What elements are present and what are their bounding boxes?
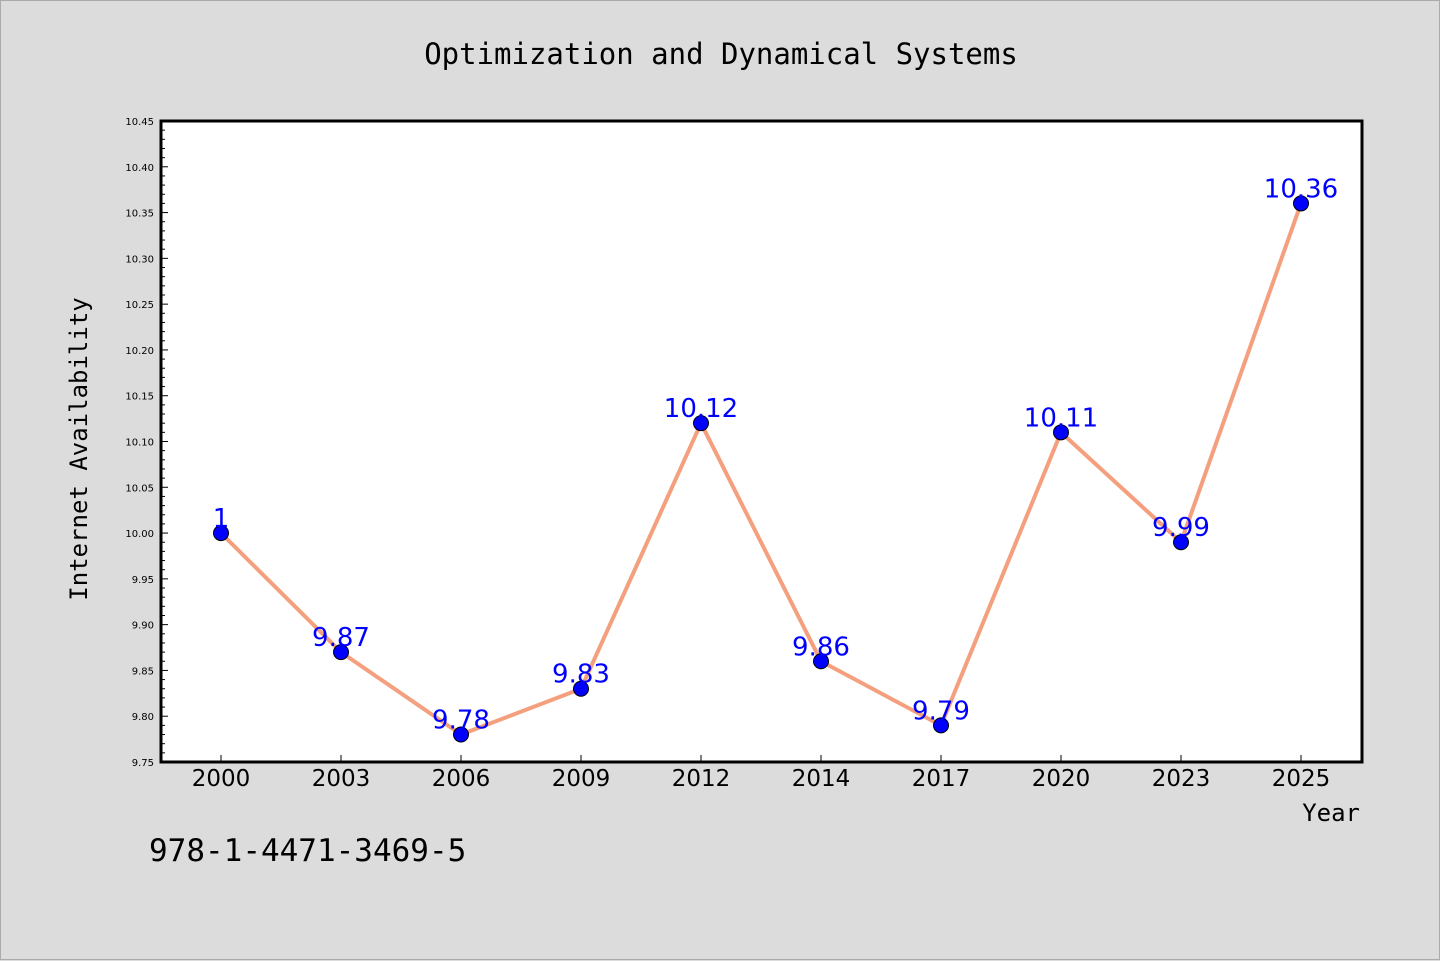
series-polyline — [219, 202, 1303, 737]
data-label: 9.79 — [912, 696, 970, 726]
data-label: 10.12 — [664, 394, 738, 424]
data-point — [573, 680, 589, 697]
y-tick-label: 9.90 — [132, 621, 154, 632]
data-label: 9.83 — [552, 660, 610, 690]
y-tick-label: 10.35 — [125, 209, 154, 220]
x-tick-label: 2017 — [912, 766, 971, 792]
chart-title: Optimization and Dynamical Systems — [424, 37, 1018, 71]
data-label: 1 — [213, 504, 230, 534]
x-tick-label: 2014 — [792, 766, 851, 792]
y-tick-label: 9.95 — [132, 575, 154, 586]
data-point — [693, 415, 709, 432]
y-tick-label: 10.30 — [125, 254, 154, 265]
data-point — [213, 525, 229, 542]
y-tick-label: 10.25 — [125, 300, 154, 311]
x-tick-label: 2003 — [312, 766, 371, 792]
data-label: 10.36 — [1264, 174, 1338, 204]
y-tick-label: 10.00 — [125, 529, 154, 540]
y-tick-label: 10.20 — [125, 346, 154, 357]
data-point — [1293, 195, 1309, 212]
x-tick-label: 2025 — [1272, 766, 1331, 792]
x-tick-label: 2009 — [552, 766, 611, 792]
data-point — [1173, 534, 1189, 551]
data-label: 10.11 — [1024, 403, 1098, 433]
y-tick-label: 10.40 — [125, 163, 154, 174]
data-point — [813, 653, 829, 670]
data-label: 9.99 — [1152, 513, 1210, 543]
y-tick-label: 10.45 — [125, 117, 154, 128]
x-axis: 2000 2003 2006 2009 2012 2014 2017 2020 2023 2025 — [192, 755, 1331, 792]
x-tick-label: 2023 — [1152, 766, 1211, 792]
data-label: 9.78 — [432, 706, 490, 736]
data-point — [933, 717, 949, 734]
data-label: 9.86 — [792, 632, 850, 662]
y-tick-label: 10.15 — [125, 392, 154, 403]
plot-area — [159, 119, 1364, 764]
y-tick-label: 10.05 — [125, 483, 154, 494]
isbn-caption: 978-1-4471-3469-5 — [149, 833, 467, 869]
x-axis-title: Year — [1302, 799, 1360, 827]
series-line — [219, 202, 1303, 737]
x-tick-label: 2000 — [192, 766, 251, 792]
data-labels: 1 9.87 9.78 9.83 10.12 9.86 9.79 10.11 9.99 10.36 — [213, 174, 1338, 735]
data-point — [333, 644, 349, 661]
y-tick-label: 9.75 — [132, 758, 154, 769]
x-tick-label: 2006 — [432, 766, 491, 792]
y-tick-label: 9.80 — [132, 712, 154, 723]
series-markers — [213, 195, 1309, 743]
x-tick-label: 2020 — [1032, 766, 1091, 792]
y-tick-label: 10.10 — [125, 438, 154, 449]
y-axis: 9.75 9.80 9.85 9.90 9.95 10.00 10.05 10.10 10.15… — [125, 117, 168, 769]
data-label: 9.87 — [312, 623, 370, 653]
y-axis-title: Internet Availability — [65, 297, 93, 600]
data-point — [453, 726, 469, 743]
data-point — [1053, 424, 1069, 441]
x-tick-label: 2012 — [672, 766, 731, 792]
y-tick-label: 9.85 — [132, 666, 154, 677]
